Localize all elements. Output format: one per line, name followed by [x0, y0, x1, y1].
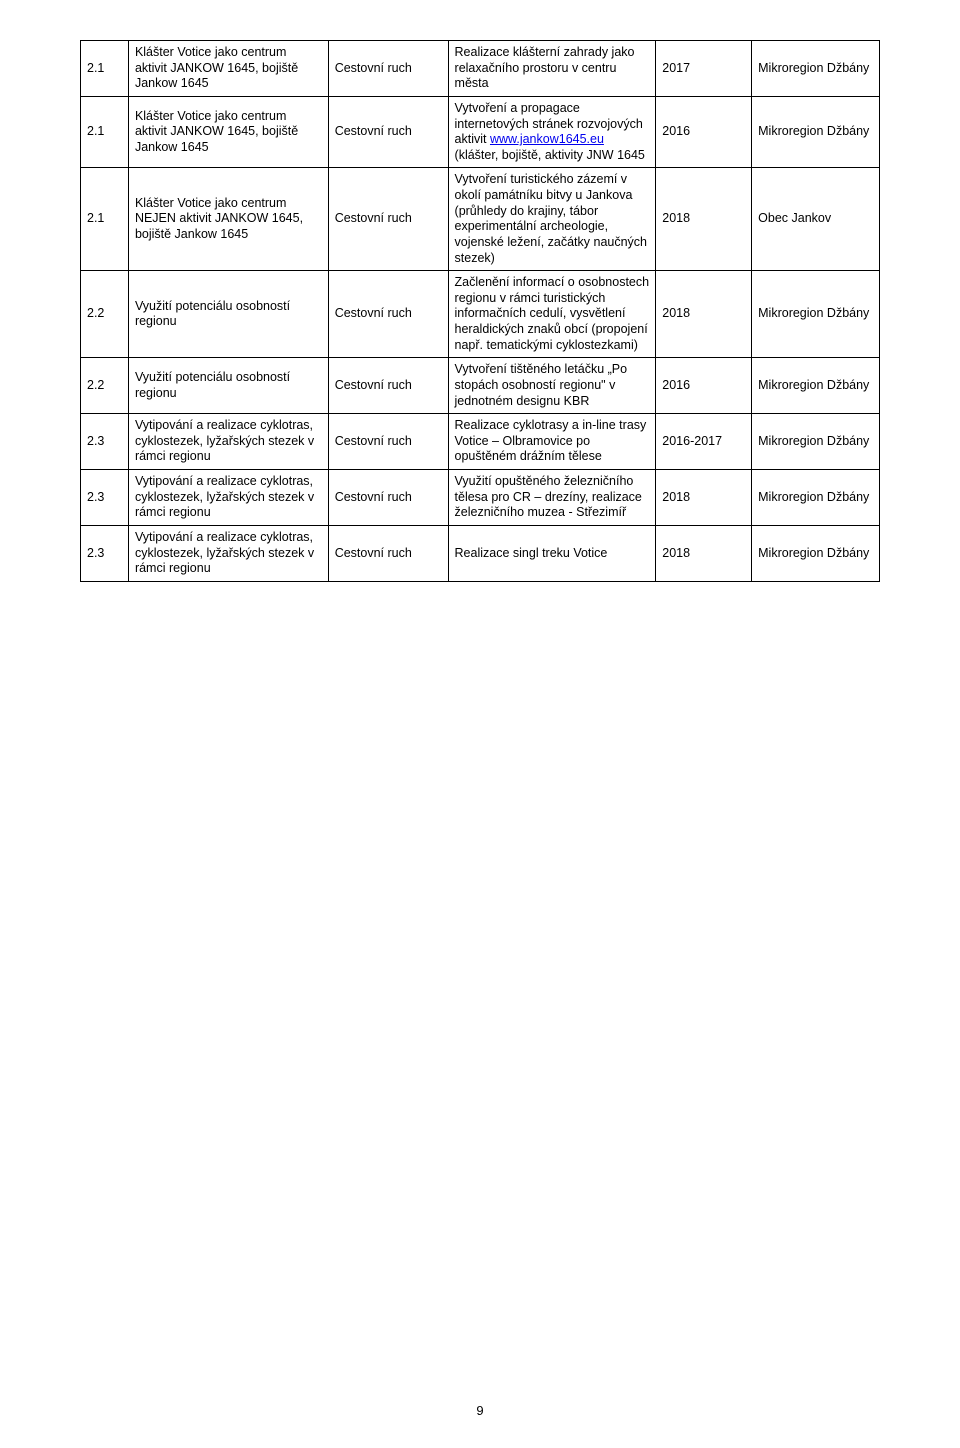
cell-number: 2.2 [81, 271, 129, 358]
cell-year: 2018 [656, 271, 752, 358]
table-row: 2.3Vytipování a realizace cyklotras, cyk… [81, 414, 880, 470]
cell-description: Začlenění informací o osobnostech region… [448, 271, 656, 358]
cell-name: Využití potenciálu osobností regionu [128, 271, 328, 358]
table-row: 2.1Klášter Votice jako centrum NEJEN akt… [81, 168, 880, 271]
cell-number: 2.3 [81, 414, 129, 470]
cell-number: 2.1 [81, 168, 129, 271]
cell-description: Realizace klášterní zahrady jako relaxač… [448, 41, 656, 97]
cell-description: Vytvoření tištěného letáčku „Po stopách … [448, 358, 656, 414]
cell-type: Cestovní ruch [328, 271, 448, 358]
cell-name: Vytipování a realizace cyklotras, cyklos… [128, 470, 328, 526]
cell-number: 2.1 [81, 41, 129, 97]
document-page: 2.1Klášter Votice jako centrum aktivit J… [0, 0, 960, 1448]
table-row: 2.1Klášter Votice jako centrum aktivit J… [81, 96, 880, 168]
cell-type: Cestovní ruch [328, 168, 448, 271]
cell-number: 2.3 [81, 470, 129, 526]
cell-description: Vytvoření a propagace internetových strá… [448, 96, 656, 168]
cell-year: 2018 [656, 525, 752, 581]
cell-region: Mikroregion Džbány [752, 358, 880, 414]
cell-name: Vytipování a realizace cyklotras, cyklos… [128, 414, 328, 470]
cell-region: Mikroregion Džbány [752, 96, 880, 168]
cell-year: 2016 [656, 96, 752, 168]
table-row: 2.3Vytipování a realizace cyklotras, cyk… [81, 470, 880, 526]
cell-number: 2.2 [81, 358, 129, 414]
cell-year: 2018 [656, 168, 752, 271]
table-row: 2.3Vytipování a realizace cyklotras, cyk… [81, 525, 880, 581]
cell-year: 2016-2017 [656, 414, 752, 470]
cell-description: Realizace cyklotrasy a in-line trasy Vot… [448, 414, 656, 470]
cell-description: Využití opuštěného železničního tělesa p… [448, 470, 656, 526]
cell-region: Obec Jankov [752, 168, 880, 271]
table-row: 2.2Využití potenciálu osobností regionuC… [81, 358, 880, 414]
cell-number: 2.1 [81, 96, 129, 168]
cell-type: Cestovní ruch [328, 96, 448, 168]
cell-year: 2018 [656, 470, 752, 526]
desc-text-after: (klášter, bojiště, aktivity JNW 1645 [455, 148, 645, 162]
page-number: 9 [0, 1403, 960, 1418]
table-row: 2.2Využití potenciálu osobností regionuC… [81, 271, 880, 358]
cell-type: Cestovní ruch [328, 358, 448, 414]
cell-year: 2016 [656, 358, 752, 414]
cell-region: Mikroregion Džbány [752, 41, 880, 97]
cell-year: 2017 [656, 41, 752, 97]
cell-name: Klášter Votice jako centrum NEJEN aktivi… [128, 168, 328, 271]
cell-name: Klášter Votice jako centrum aktivit JANK… [128, 96, 328, 168]
cell-region: Mikroregion Džbány [752, 525, 880, 581]
cell-description: Vytvoření turistického zázemí v okolí pa… [448, 168, 656, 271]
table-row: 2.1Klášter Votice jako centrum aktivit J… [81, 41, 880, 97]
cell-number: 2.3 [81, 525, 129, 581]
cell-name: Klášter Votice jako centrum aktivit JANK… [128, 41, 328, 97]
cell-region: Mikroregion Džbány [752, 271, 880, 358]
jankow-link[interactable]: www.jankow1645.eu [490, 132, 604, 146]
cell-name: Využití potenciálu osobností regionu [128, 358, 328, 414]
data-table: 2.1Klášter Votice jako centrum aktivit J… [80, 40, 880, 582]
cell-type: Cestovní ruch [328, 41, 448, 97]
cell-region: Mikroregion Džbány [752, 470, 880, 526]
cell-type: Cestovní ruch [328, 414, 448, 470]
cell-type: Cestovní ruch [328, 470, 448, 526]
cell-name: Vytipování a realizace cyklotras, cyklos… [128, 525, 328, 581]
cell-description: Realizace singl treku Votice [448, 525, 656, 581]
cell-region: Mikroregion Džbány [752, 414, 880, 470]
cell-type: Cestovní ruch [328, 525, 448, 581]
